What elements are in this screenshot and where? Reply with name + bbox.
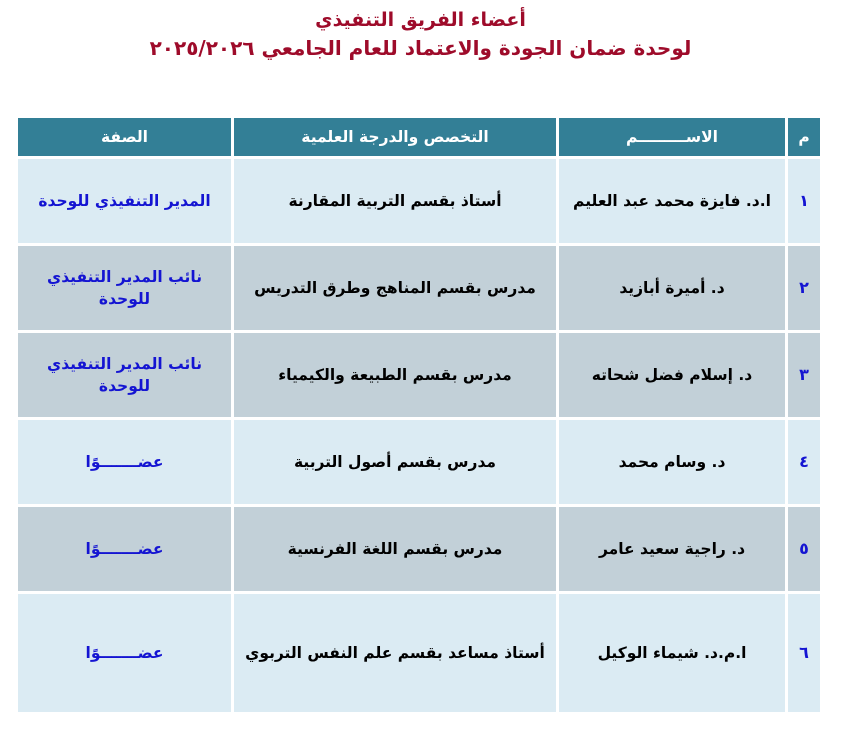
cell-role: عضـــــــوًا — [18, 420, 231, 504]
cell-specialty: مدرس بقسم المناهج وطرق التدريس — [234, 246, 556, 330]
column-header-number: م — [788, 118, 820, 156]
cell-role: نائب المدير التنفيذي للوحدة — [18, 246, 231, 330]
cell-name: ا.د. فايزة محمد عبد العليم — [559, 159, 785, 243]
cell-name: د. إسلام فضل شحاته — [559, 333, 785, 417]
cell-name: د. راجية سعيد عامر — [559, 507, 785, 591]
cell-specialty: مدرس بقسم الطبيعة والكيمياء — [234, 333, 556, 417]
table-row: ٤ د. وسام محمد مدرس بقسم أصول التربية عض… — [18, 420, 820, 504]
cell-number: ٤ — [788, 420, 820, 504]
cell-number: ٢ — [788, 246, 820, 330]
title-line-2: لوحدة ضمان الجودة والاعتماد للعام الجامع… — [149, 35, 692, 60]
cell-specialty: مدرس بقسم أصول التربية — [234, 420, 556, 504]
header-row: م الاســـــــــم التخصص والدرجة العلمية … — [18, 118, 820, 156]
cell-number: ٦ — [788, 594, 820, 712]
column-header-name: الاســـــــــم — [559, 118, 785, 156]
cell-number: ٥ — [788, 507, 820, 591]
cell-name: د. أميرة أبازيد — [559, 246, 785, 330]
table-row: ٢ د. أميرة أبازيد مدرس بقسم المناهج وطرق… — [18, 246, 820, 330]
cell-role: المدير التنفيذي للوحدة — [18, 159, 231, 243]
cell-role: عضـــــــوًا — [18, 594, 231, 712]
cell-specialty: أستاذ بقسم التربية المقارنة — [234, 159, 556, 243]
table-row: ١ ا.د. فايزة محمد عبد العليم أستاذ بقسم … — [18, 159, 820, 243]
table-header: م الاســـــــــم التخصص والدرجة العلمية … — [18, 118, 820, 156]
cell-role: نائب المدير التنفيذي للوحدة — [18, 333, 231, 417]
cell-name: ا.م.د. شيماء الوكيل — [559, 594, 785, 712]
cell-specialty: مدرس بقسم اللغة الفرنسية — [234, 507, 556, 591]
cell-name: د. وسام محمد — [559, 420, 785, 504]
title-line-1: أعضاء الفريق التنفيذي — [315, 9, 526, 31]
executive-team-table: م الاســـــــــم التخصص والدرجة العلمية … — [15, 115, 823, 715]
cell-specialty: أستاذ مساعد بقسم علم النفس التربوي — [234, 594, 556, 712]
cell-number: ١ — [788, 159, 820, 243]
page-title: أعضاء الفريق التنفيذي لوحدة ضمان الجودة … — [0, 0, 841, 61]
table-row: ٥ د. راجية سعيد عامر مدرس بقسم اللغة الف… — [18, 507, 820, 591]
table-row: ٣ د. إسلام فضل شحاته مدرس بقسم الطبيعة و… — [18, 333, 820, 417]
table-row: ٦ ا.م.د. شيماء الوكيل أستاذ مساعد بقسم ع… — [18, 594, 820, 712]
team-table-container: م الاســـــــــم التخصص والدرجة العلمية … — [18, 115, 823, 715]
column-header-specialty: التخصص والدرجة العلمية — [234, 118, 556, 156]
cell-number: ٣ — [788, 333, 820, 417]
table-body: ١ ا.د. فايزة محمد عبد العليم أستاذ بقسم … — [18, 159, 820, 712]
cell-role: عضـــــــوًا — [18, 507, 231, 591]
column-header-role: الصفة — [18, 118, 231, 156]
